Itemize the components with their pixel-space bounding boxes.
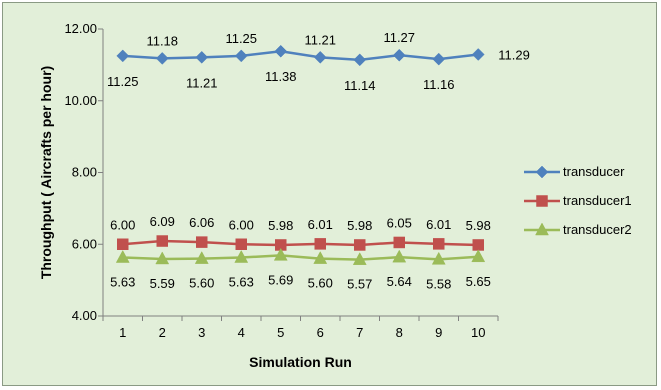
y-tick-label: 6.00 bbox=[72, 236, 97, 251]
series-transducer1 bbox=[117, 235, 484, 251]
data-label: 6.00 bbox=[110, 217, 135, 232]
data-point bbox=[433, 238, 445, 250]
y-axis-ticks: 4.00 6.00 8.00 10.00 12.00 bbox=[64, 21, 103, 323]
data-label: 5.65 bbox=[466, 274, 491, 289]
data-label: 5.98 bbox=[268, 218, 293, 233]
data-label: 11.27 bbox=[383, 30, 415, 45]
data-label: 6.05 bbox=[387, 215, 412, 230]
data-point bbox=[432, 52, 446, 66]
y-tick-label: 10.00 bbox=[64, 93, 97, 108]
data-point bbox=[234, 49, 248, 63]
data-label: 11.25 bbox=[225, 31, 257, 46]
data-point bbox=[392, 249, 407, 263]
data-point bbox=[234, 249, 249, 263]
data-point bbox=[314, 238, 326, 250]
y-tick-label: 4.00 bbox=[72, 308, 97, 323]
data-label: 5.60 bbox=[308, 276, 333, 291]
y-tick-label: 8.00 bbox=[72, 165, 97, 180]
data-point bbox=[393, 236, 405, 249]
data-point bbox=[156, 235, 168, 247]
data-point bbox=[353, 53, 367, 67]
series-transducer bbox=[116, 44, 485, 67]
data-label: 6.01 bbox=[426, 217, 451, 232]
data-label: 11.18 bbox=[146, 33, 178, 48]
x-tick-label: 4 bbox=[238, 325, 245, 340]
x-tick-label: 8 bbox=[396, 325, 403, 340]
data-point bbox=[116, 49, 130, 63]
legend-item-transducer1: transducer1 bbox=[524, 193, 632, 208]
legend-label: transducer1 bbox=[563, 193, 632, 208]
data-point bbox=[117, 238, 129, 250]
data-point bbox=[194, 251, 209, 264]
data-label: 11.14 bbox=[344, 78, 376, 93]
x-tick-label: 2 bbox=[159, 325, 166, 340]
data-label: 6.00 bbox=[229, 217, 254, 232]
data-label: 11.16 bbox=[423, 77, 455, 92]
legend-marker bbox=[536, 195, 548, 207]
x-tick-label: 9 bbox=[435, 325, 442, 340]
data-point bbox=[472, 239, 484, 251]
data-label: 5.98 bbox=[466, 218, 491, 233]
x-tick-label: 5 bbox=[277, 325, 284, 340]
legend-item-transducer2: transducer2 bbox=[524, 222, 632, 237]
data-label: 6.06 bbox=[189, 215, 214, 230]
data-label: 11.25 bbox=[107, 74, 139, 89]
y-tick-label: 12.00 bbox=[64, 21, 97, 36]
data-point bbox=[354, 239, 366, 251]
x-axis-title: Simulation Run bbox=[249, 354, 352, 370]
data-label: 5.60 bbox=[189, 276, 214, 291]
data-point bbox=[352, 252, 367, 265]
data-label: 5.98 bbox=[347, 218, 372, 233]
data-label: 11.21 bbox=[304, 32, 336, 47]
legend-label: transducer bbox=[563, 164, 625, 179]
data-point bbox=[155, 251, 170, 265]
data-point bbox=[196, 236, 208, 248]
legend-marker bbox=[535, 222, 549, 236]
data-label: 5.69 bbox=[268, 272, 293, 287]
data-labels-layer: 11.25 11.18 11.21 11.25 11.38 11.21 11.14 11.27… bbox=[107, 30, 530, 291]
series-line bbox=[122, 49, 479, 62]
x-tick-label: 6 bbox=[317, 325, 324, 340]
data-label: 5.63 bbox=[229, 275, 254, 290]
data-point bbox=[471, 249, 486, 263]
data-point bbox=[392, 48, 406, 62]
legend-item-transducer: transducer bbox=[524, 164, 625, 179]
data-point bbox=[273, 247, 288, 261]
series-line bbox=[122, 254, 479, 261]
data-point bbox=[274, 44, 288, 58]
x-tick-label: 10 bbox=[471, 325, 485, 340]
data-point bbox=[155, 52, 169, 65]
data-point bbox=[195, 50, 209, 64]
data-label: 11.29 bbox=[498, 47, 530, 62]
y-axis-title: Throughput ( Aircrafts per hour) bbox=[38, 66, 54, 279]
legend-marker bbox=[535, 165, 549, 179]
data-label: 5.64 bbox=[387, 274, 412, 289]
data-point bbox=[115, 249, 130, 263]
data-label: 6.01 bbox=[308, 217, 333, 232]
data-label: 11.38 bbox=[265, 69, 297, 84]
data-label: 6.09 bbox=[150, 214, 175, 229]
data-point bbox=[235, 238, 247, 250]
legend: transducer transducer1 transducer2 bbox=[524, 164, 632, 237]
series-transducer2 bbox=[115, 247, 486, 265]
x-tick-label: 7 bbox=[356, 325, 363, 340]
data-label: 5.63 bbox=[110, 275, 135, 290]
data-point bbox=[313, 251, 328, 264]
chart-area bbox=[2, 2, 657, 386]
legend-label: transducer2 bbox=[563, 222, 632, 237]
data-label: 5.58 bbox=[426, 276, 451, 291]
data-label: 11.21 bbox=[186, 75, 218, 90]
data-point bbox=[313, 50, 327, 64]
x-tick-label: 1 bbox=[119, 325, 126, 340]
x-tick-label: 3 bbox=[198, 325, 205, 340]
data-point bbox=[471, 48, 485, 61]
series-layer bbox=[115, 44, 486, 265]
data-label: 5.59 bbox=[150, 276, 175, 291]
x-axis-ticks: 1 2 3 4 5 6 7 8 9 10 bbox=[102, 316, 499, 340]
series-line bbox=[122, 239, 479, 247]
data-point bbox=[431, 251, 446, 265]
data-label: 5.57 bbox=[347, 277, 372, 292]
